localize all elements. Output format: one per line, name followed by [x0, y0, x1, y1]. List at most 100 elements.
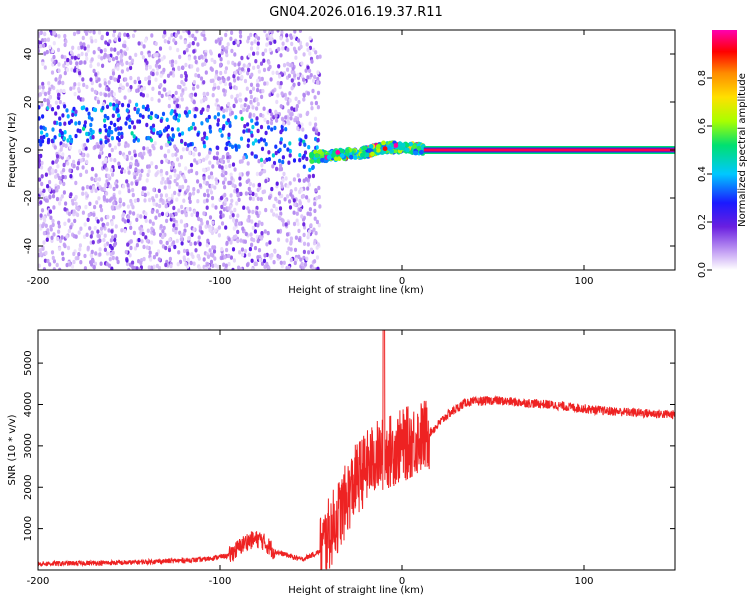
spectrogram-cell: [315, 145, 319, 150]
spectrogram-cell: [164, 180, 168, 185]
spectrogram-cell: [104, 92, 108, 98]
spectrogram-cell: [247, 128, 251, 133]
spectrogram-cell: [160, 159, 164, 165]
spectrogram-cell: [48, 262, 52, 267]
spectrogram-cell: [339, 153, 345, 159]
spectrogram-cell: [236, 40, 240, 45]
spectrogram-cell: [270, 112, 274, 117]
spectrogram-cell: [142, 146, 146, 151]
spectrogram-cell: [126, 143, 130, 148]
spectrogram-cell: [293, 118, 297, 123]
spectrogram-cell: [77, 45, 81, 51]
spectrogram-cell: [172, 240, 176, 245]
spectrogram-cell: [157, 188, 161, 193]
spectrogram-cell: [126, 32, 130, 38]
spectrogram-cell: [213, 245, 217, 250]
spectrogram-cell: [170, 199, 174, 204]
spectrogram-cell: [64, 201, 68, 206]
spectrogram-cell: [62, 142, 66, 148]
spectrogram-cell: [192, 49, 196, 54]
spectrogram-cell: [64, 39, 68, 44]
spectrogram-cell: [72, 251, 76, 257]
spectrogram-cell: [274, 113, 278, 119]
spectrogram-cell: [184, 212, 188, 218]
spectrogram-cell: [86, 138, 90, 143]
spectrogram-cell: [166, 124, 170, 130]
spectrogram-cell: [193, 92, 198, 97]
spectrogram-cell: [38, 177, 42, 182]
spectrogram-cell: [82, 82, 86, 88]
spectrogram-cell: [144, 235, 148, 240]
spectrogram-cell: [144, 218, 148, 223]
spectrogram-cell: [204, 224, 208, 229]
spectrogram-cell: [224, 263, 228, 268]
spectrogram-cell: [317, 185, 321, 191]
spectrogram-cell: [105, 191, 109, 196]
spectrogram-cell: [125, 179, 129, 184]
spectrogram-cell: [165, 212, 169, 217]
spectrogram-cell: [315, 55, 320, 60]
spectrogram-cell: [109, 167, 113, 173]
spectrogram-cell: [168, 46, 172, 51]
colorbar-tick-label: 0.0: [697, 262, 708, 278]
spectrogram-cell: [256, 238, 260, 244]
spectrogram-cell: [131, 187, 135, 193]
spectrogram-cell: [63, 33, 67, 39]
spectrogram-cell: [281, 155, 285, 160]
spectrogram-cell: [77, 82, 81, 87]
spectrogram-cell: [290, 41, 294, 47]
spectrogram-cell: [74, 201, 78, 206]
spectrogram-cell: [265, 42, 269, 47]
spectrogram-cell: [290, 78, 294, 83]
spectrogram-cell: [167, 103, 171, 109]
spectrogram-cell: [237, 144, 241, 149]
spectrogram-cell: [234, 115, 238, 120]
spectrogram-cell: [281, 117, 285, 122]
spectrogram-cell: [83, 46, 87, 51]
spectrogram-cell: [123, 154, 127, 160]
spectrogram-cell: [99, 261, 103, 266]
spectrogram-cell: [288, 98, 292, 103]
spectrogram-cell: [134, 167, 138, 172]
spectrogram-cell: [81, 97, 85, 102]
spectrogram-cell: [187, 196, 192, 201]
spectrogram-cell: [158, 133, 162, 138]
spectrogram-cell: [38, 116, 41, 121]
spectrogram-cell: [41, 81, 45, 87]
spectrogram-cell: [38, 92, 43, 97]
spectrogram-cell: [98, 83, 102, 88]
spectrogram-cell: [196, 199, 200, 204]
spectrogram-cell: [98, 247, 102, 252]
spectrogram-cell: [103, 48, 107, 53]
spectrogram-cell: [235, 188, 239, 193]
spectrogram-cell: [284, 127, 288, 132]
spectrogram-cell: [194, 106, 198, 112]
spectrogram-cell: [90, 249, 94, 255]
spectrogram-cell: [302, 178, 306, 183]
spectrogram-cell: [206, 166, 211, 171]
spectrogram-cell: [288, 181, 292, 186]
spectrogram-cell: [255, 106, 259, 111]
spectrogram-cell: [74, 194, 78, 200]
spectrogram-cell: [65, 108, 69, 113]
spectrogram-cell: [280, 184, 284, 189]
spectrogram-cell: [254, 138, 258, 143]
spectrogram-cell: [111, 113, 115, 119]
spectrogram-cell: [38, 248, 43, 253]
spectrogram-cell: [108, 198, 112, 203]
spectrogram-cell: [146, 191, 150, 196]
spectrogram-cell: [316, 266, 320, 270]
spectrogram-cell: [260, 221, 264, 227]
spectrogram-cell: [86, 44, 90, 49]
spectrogram-cell: [119, 49, 123, 54]
spectrogram-cell: [112, 106, 116, 111]
spectrogram-cell: [77, 252, 81, 257]
spectrogram-cell: [112, 194, 116, 200]
spectrogram-cell: [155, 60, 159, 65]
spectrogram-cell: [244, 97, 248, 102]
spectrogram-cell: [105, 198, 109, 203]
spectrogram-cell: [158, 46, 163, 51]
x-tick-label: 0: [399, 576, 405, 587]
spectrogram-cell: [178, 170, 183, 176]
spectrogram-cell: [306, 65, 310, 71]
